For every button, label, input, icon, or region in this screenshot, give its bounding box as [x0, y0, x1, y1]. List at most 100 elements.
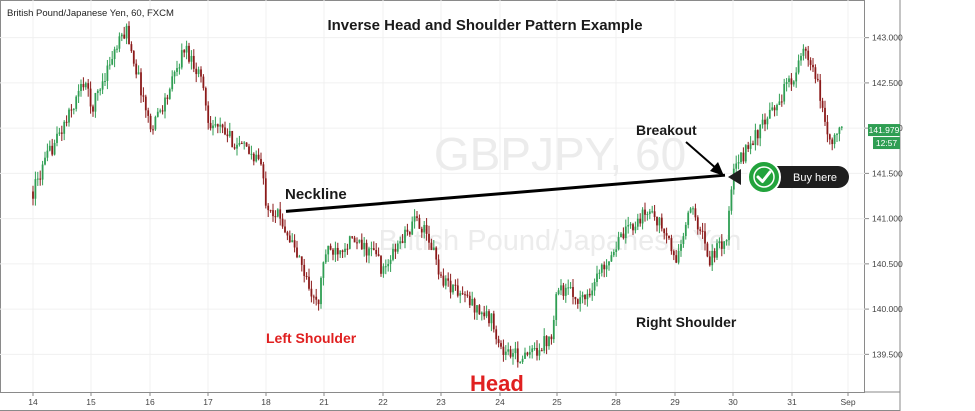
- candle-body: [84, 83, 87, 88]
- candle-body: [816, 78, 819, 81]
- candle-body: [315, 296, 318, 300]
- candle-body: [622, 233, 625, 239]
- candle-body: [128, 25, 130, 45]
- candle-body: [461, 293, 464, 295]
- candle-body: [101, 81, 104, 90]
- candle-body: [526, 352, 529, 355]
- candle-body: [555, 294, 558, 320]
- candle-body: [339, 250, 342, 255]
- candle-body: [250, 153, 253, 155]
- candle-body: [795, 72, 798, 82]
- candle-body: [216, 124, 219, 127]
- candle-body: [641, 209, 644, 224]
- candle-body: [653, 211, 656, 217]
- candle-body: [423, 225, 426, 233]
- candle-body: [281, 218, 284, 227]
- candle-body: [387, 263, 390, 267]
- check-icon: [756, 170, 772, 183]
- candle-body: [800, 55, 802, 61]
- candle-body: [312, 296, 315, 298]
- candle-body: [334, 247, 337, 255]
- candle-body: [612, 252, 615, 256]
- candle-body: [200, 69, 202, 77]
- candle-body: [596, 273, 598, 283]
- candle-body: [63, 121, 66, 134]
- candle-body: [401, 241, 404, 243]
- candle-body: [675, 255, 678, 263]
- candle-body: [519, 361, 522, 363]
- candle-body: [485, 311, 488, 317]
- candle-body: [408, 231, 411, 235]
- candle-body: [346, 248, 349, 250]
- candle-body: [531, 348, 534, 353]
- x-tick-label: 30: [728, 397, 738, 407]
- candle-body: [113, 49, 116, 60]
- candle-body: [154, 116, 157, 130]
- candle-body: [44, 157, 46, 165]
- candle-body: [735, 163, 738, 169]
- candle-body: [68, 109, 70, 123]
- candle-body: [406, 229, 409, 232]
- x-tick-label: 31: [787, 397, 797, 407]
- candle-body: [435, 247, 438, 260]
- candle-body: [32, 191, 34, 199]
- candle-body: [428, 233, 430, 243]
- candle-body: [701, 230, 704, 232]
- candle-body: [202, 76, 205, 89]
- candle-body: [178, 67, 181, 69]
- candle-body: [173, 71, 176, 77]
- candle-body: [632, 224, 634, 231]
- candle-body: [399, 241, 402, 244]
- candle-body: [360, 239, 363, 250]
- candle-body: [372, 248, 375, 251]
- candle-body: [370, 248, 373, 250]
- candle-body: [500, 343, 502, 347]
- candle-body: [725, 240, 728, 242]
- candle-body: [831, 139, 834, 145]
- candle-body: [185, 45, 188, 53]
- candle-body: [190, 55, 193, 62]
- candle-body: [516, 348, 519, 363]
- candle-body: [790, 78, 793, 85]
- candle-body: [231, 130, 234, 148]
- candle-body: [99, 89, 102, 91]
- candle-body: [737, 162, 740, 164]
- candle-body: [214, 124, 217, 126]
- candle-body: [348, 236, 351, 249]
- candle-body: [824, 107, 826, 122]
- candle-body: [492, 313, 495, 330]
- candle-body: [310, 288, 313, 297]
- candle-body: [663, 228, 666, 234]
- breakout-arrow-shaft: [685, 141, 719, 171]
- x-tick-label: 14: [28, 397, 38, 407]
- candle-body: [72, 108, 75, 110]
- candle-body: [550, 336, 553, 340]
- candle-body: [713, 250, 716, 258]
- candle-body: [756, 130, 759, 139]
- x-axis: 14 15 16 17 18 21 22 23 24 25 28 29 30 31 Sep: [28, 392, 856, 407]
- candle-body: [524, 352, 526, 359]
- candle-body: [730, 189, 733, 211]
- candle-body: [404, 229, 406, 243]
- candle-body: [274, 216, 277, 218]
- candle-body: [46, 150, 49, 158]
- candle-body: [36, 178, 39, 180]
- y-tick-label: 142.500: [872, 78, 903, 88]
- candle-body: [699, 229, 702, 231]
- candle-body: [684, 224, 687, 237]
- candle-body: [248, 146, 250, 154]
- candle-body: [380, 256, 382, 274]
- candle-body: [567, 287, 570, 289]
- candle-body: [802, 48, 805, 56]
- symbol-label: British Pound/Japanese Yen, 60, FXCM: [7, 8, 174, 19]
- candle-body: [396, 243, 399, 252]
- candle-body: [228, 130, 231, 137]
- candle-body: [682, 236, 685, 245]
- candles: [32, 21, 843, 368]
- candle-body: [89, 88, 92, 107]
- candle-body: [125, 25, 128, 39]
- candle-body: [761, 119, 764, 125]
- candle-body: [819, 80, 822, 101]
- candle-body: [156, 111, 159, 117]
- candle-body: [747, 145, 750, 149]
